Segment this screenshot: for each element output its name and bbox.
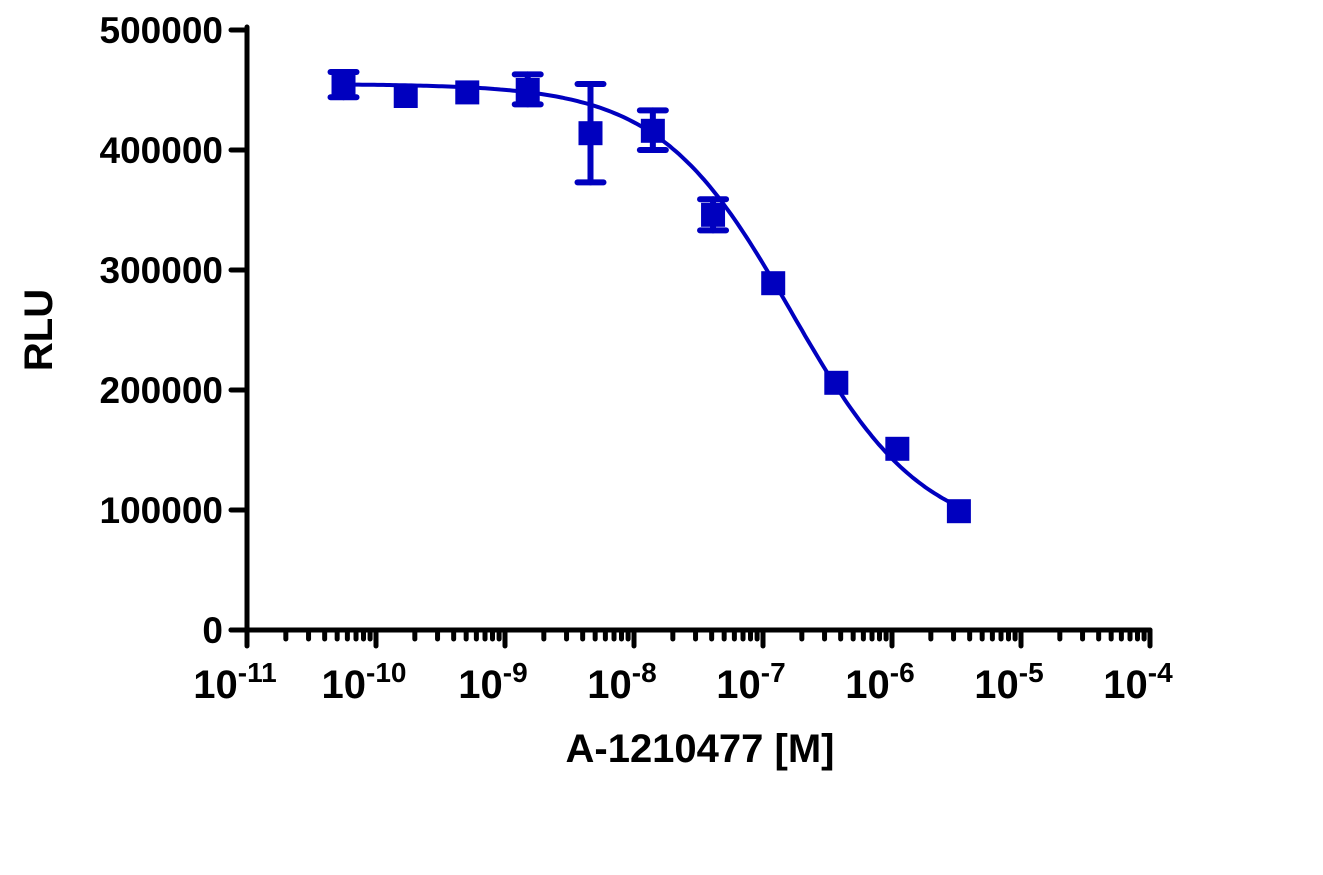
x-tick-label: 10-8 xyxy=(587,657,656,707)
data-marks xyxy=(327,69,971,524)
y-tick-label: 200000 xyxy=(100,370,223,411)
x-tick-label: 10-6 xyxy=(845,657,914,707)
x-tick-exponent: -7 xyxy=(761,657,786,688)
data-point xyxy=(824,370,849,395)
y-tick-label: 300000 xyxy=(100,250,223,291)
x-tick-base: 10 xyxy=(322,663,367,707)
data-point xyxy=(761,271,786,296)
x-tick-exponent: -11 xyxy=(238,657,277,688)
x-tick-exponent: -10 xyxy=(366,657,406,688)
data-point xyxy=(578,121,603,146)
x-tick-base: 10 xyxy=(716,663,761,707)
x-tick-base: 10 xyxy=(845,663,890,707)
y-axis-label: RLU xyxy=(17,289,61,371)
x-tick-label: 10-7 xyxy=(716,657,785,707)
data-point xyxy=(701,202,726,227)
x-tick-label: 10-11 xyxy=(193,657,276,707)
x-tick-base: 10 xyxy=(458,663,503,707)
y-tick-label: 500000 xyxy=(100,10,223,51)
x-tick-base: 10 xyxy=(1103,663,1148,707)
x-tick-base: 10 xyxy=(587,663,632,707)
x-axis-label: A-1210477 [M] xyxy=(565,727,834,771)
data-point xyxy=(393,84,418,108)
y-tick-label: 100000 xyxy=(100,490,223,531)
x-tick-label: 10-4 xyxy=(1103,657,1173,707)
x-tick-label: 10-5 xyxy=(974,657,1043,707)
x-tick-exponent: -9 xyxy=(503,657,528,688)
data-point xyxy=(515,78,540,102)
data-point xyxy=(455,80,480,105)
y-tick-label: 400000 xyxy=(100,130,223,171)
data-point xyxy=(331,72,356,96)
x-tick-exponent: -4 xyxy=(1148,657,1173,688)
x-tick-base: 10 xyxy=(974,663,1019,707)
x-tick-exponent: -6 xyxy=(890,657,915,688)
data-point xyxy=(885,436,910,461)
x-tick-base: 10 xyxy=(193,663,238,707)
x-tick-label: 10-10 xyxy=(322,657,407,707)
x-tick-exponent: -8 xyxy=(632,657,657,688)
data-point xyxy=(946,499,971,524)
x-tick-exponent: -5 xyxy=(1019,657,1044,688)
y-tick-label: 0 xyxy=(202,610,223,651)
x-tick-label: 10-9 xyxy=(458,657,527,707)
data-point xyxy=(640,118,665,143)
